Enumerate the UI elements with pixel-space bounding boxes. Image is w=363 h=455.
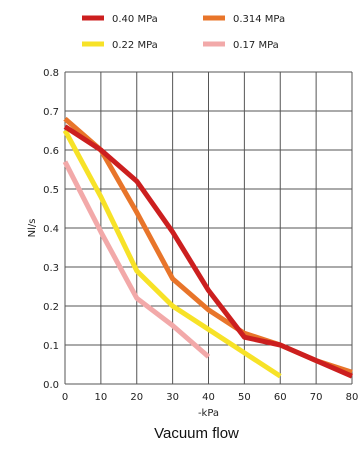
series-line bbox=[62, 160, 211, 359]
y-tick-label: 0.1 bbox=[43, 341, 59, 352]
x-axis-title: -kPa bbox=[198, 408, 219, 419]
series-line bbox=[62, 129, 282, 379]
legend-label: 0.17 MPa bbox=[233, 40, 279, 51]
x-tick-label: 50 bbox=[238, 392, 251, 403]
y-tick-label: 0.5 bbox=[43, 185, 59, 196]
legend-label: 0.40 MPa bbox=[112, 14, 158, 25]
x-tick-label: 10 bbox=[95, 392, 108, 403]
x-tick-label: 0 bbox=[62, 392, 68, 403]
y-tick-label: 0.8 bbox=[43, 68, 59, 79]
x-tick-label: 80 bbox=[346, 392, 359, 403]
y-tick-label: 0.0 bbox=[43, 380, 59, 391]
x-tick-label: 60 bbox=[274, 392, 287, 403]
x-tick-label: 20 bbox=[130, 392, 143, 403]
y-tick-label: 0.2 bbox=[43, 302, 59, 313]
y-tick-label: 0.6 bbox=[43, 146, 59, 157]
legend-label: 0.314 MPa bbox=[233, 14, 285, 25]
y-tick-label: 0.4 bbox=[43, 224, 59, 235]
y-tick-label: 0.3 bbox=[43, 263, 59, 274]
y-tick-label: 0.7 bbox=[43, 107, 59, 118]
series-line bbox=[63, 124, 353, 379]
y-axis-title: Nl/s bbox=[27, 219, 38, 238]
x-tick-label: 40 bbox=[202, 392, 215, 403]
x-tick-label: 70 bbox=[310, 392, 323, 403]
x-tick-label: 30 bbox=[166, 392, 179, 403]
chart-caption: Vacuum flow bbox=[154, 425, 239, 442]
legend-label: 0.22 MPa bbox=[112, 40, 158, 51]
